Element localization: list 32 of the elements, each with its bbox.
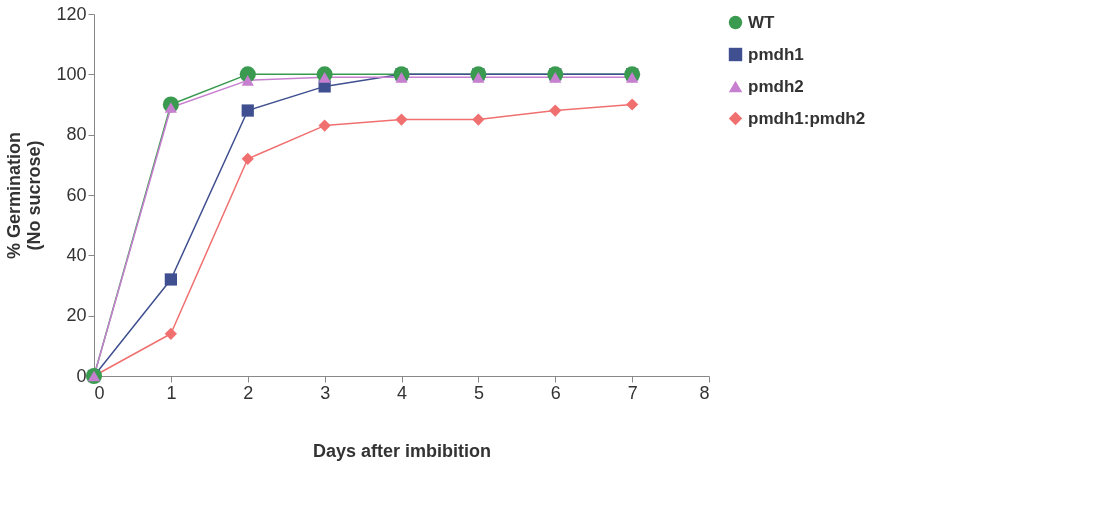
x-tick-label: 3: [320, 382, 331, 403]
y-tick-label: 40: [66, 244, 87, 265]
point: [164, 327, 177, 340]
x-tick-label: 4: [396, 382, 408, 403]
point: [549, 72, 562, 83]
legend-label: pmdh2: [748, 76, 804, 96]
y-axis-title: % Germination (No sucrose): [4, 131, 45, 260]
legend-label: pmdh1:pmdh2: [748, 108, 866, 128]
y-tick-label: 100: [56, 63, 87, 84]
y-tick-label: 0: [76, 365, 87, 386]
y-tick-label: 80: [66, 124, 87, 145]
point: [164, 102, 177, 113]
point: [241, 152, 254, 165]
point: [626, 98, 639, 111]
x-tick-label: 0: [94, 382, 105, 403]
point: [164, 273, 177, 286]
legend-label: WT: [748, 12, 776, 32]
y-tick-label: 120: [56, 3, 87, 24]
point: [626, 72, 639, 83]
y-tick-label: 20: [66, 305, 87, 326]
legend-label: pmdh1: [748, 44, 804, 64]
x-tick-label: 6: [550, 382, 561, 403]
x-tick-label: 5: [473, 382, 484, 403]
point: [241, 75, 254, 86]
x-tick-label: 8: [699, 382, 710, 403]
x-tick-label: 2: [243, 382, 254, 403]
point: [241, 104, 254, 117]
point: [549, 104, 562, 117]
x-tick-label: 7: [627, 382, 638, 403]
x-tick-label: 1: [166, 382, 177, 403]
y-tick-label: 60: [66, 184, 87, 205]
x-axis-title: Days after imbibition: [312, 440, 492, 461]
